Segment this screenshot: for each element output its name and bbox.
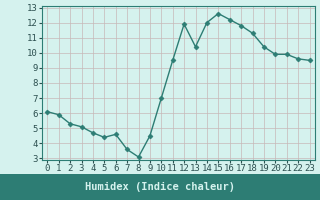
Text: Humidex (Indice chaleur): Humidex (Indice chaleur) bbox=[85, 182, 235, 192]
